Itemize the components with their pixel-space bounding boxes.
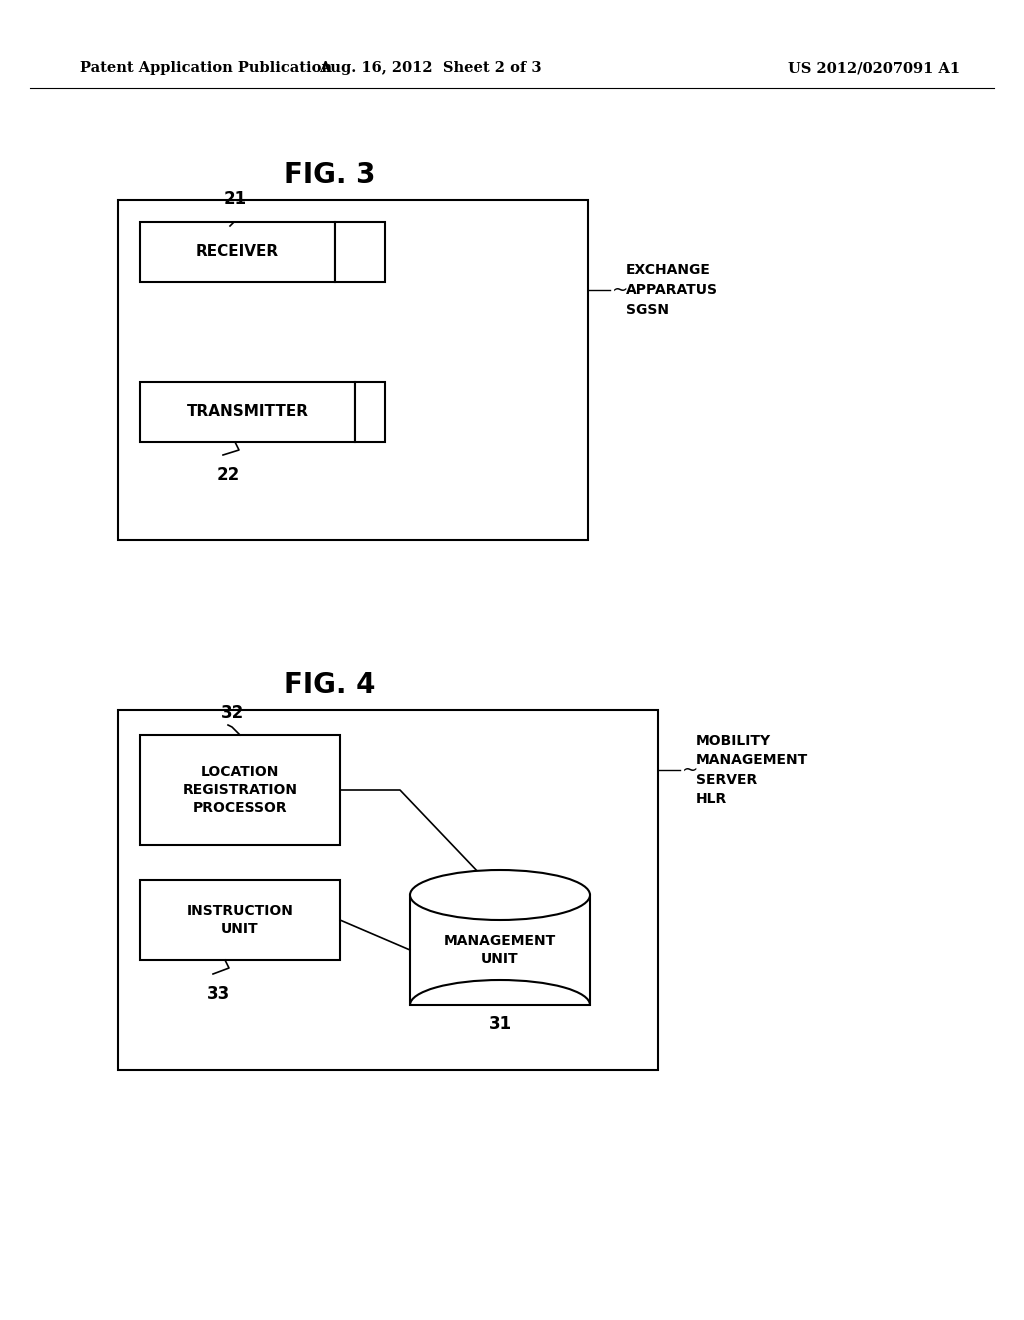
Text: 33: 33 bbox=[207, 985, 229, 1003]
Text: 32: 32 bbox=[221, 704, 245, 722]
Text: 21: 21 bbox=[223, 190, 247, 209]
Text: 22: 22 bbox=[216, 466, 240, 484]
Text: EXCHANGE
APPARATUS
SGSN: EXCHANGE APPARATUS SGSN bbox=[626, 264, 718, 317]
Text: MOBILITY
MANAGEMENT
SERVER
HLR: MOBILITY MANAGEMENT SERVER HLR bbox=[696, 734, 808, 807]
Bar bbox=[140, 381, 355, 442]
Text: Aug. 16, 2012  Sheet 2 of 3: Aug. 16, 2012 Sheet 2 of 3 bbox=[318, 61, 542, 75]
Bar bbox=[410, 895, 590, 1005]
Text: FIG. 3: FIG. 3 bbox=[285, 161, 376, 189]
Bar bbox=[140, 735, 340, 845]
Text: ~: ~ bbox=[682, 760, 698, 780]
Text: US 2012/0207091 A1: US 2012/0207091 A1 bbox=[787, 61, 961, 75]
Text: 31: 31 bbox=[488, 1015, 512, 1034]
Bar bbox=[335, 222, 385, 282]
Text: FIG. 4: FIG. 4 bbox=[285, 671, 376, 700]
Text: TRANSMITTER: TRANSMITTER bbox=[186, 404, 308, 420]
Text: RECEIVER: RECEIVER bbox=[196, 244, 280, 260]
Bar bbox=[355, 381, 385, 442]
Bar bbox=[118, 710, 658, 1071]
Ellipse shape bbox=[410, 870, 590, 920]
Text: MANAGEMENT
UNIT: MANAGEMENT UNIT bbox=[443, 933, 556, 966]
Bar bbox=[140, 222, 335, 282]
Text: ~: ~ bbox=[612, 281, 629, 300]
Text: Patent Application Publication: Patent Application Publication bbox=[80, 61, 332, 75]
Bar bbox=[140, 880, 340, 960]
Text: INSTRUCTION
UNIT: INSTRUCTION UNIT bbox=[186, 904, 294, 936]
Bar bbox=[118, 201, 588, 540]
Text: LOCATION
REGISTRATION
PROCESSOR: LOCATION REGISTRATION PROCESSOR bbox=[182, 764, 298, 816]
